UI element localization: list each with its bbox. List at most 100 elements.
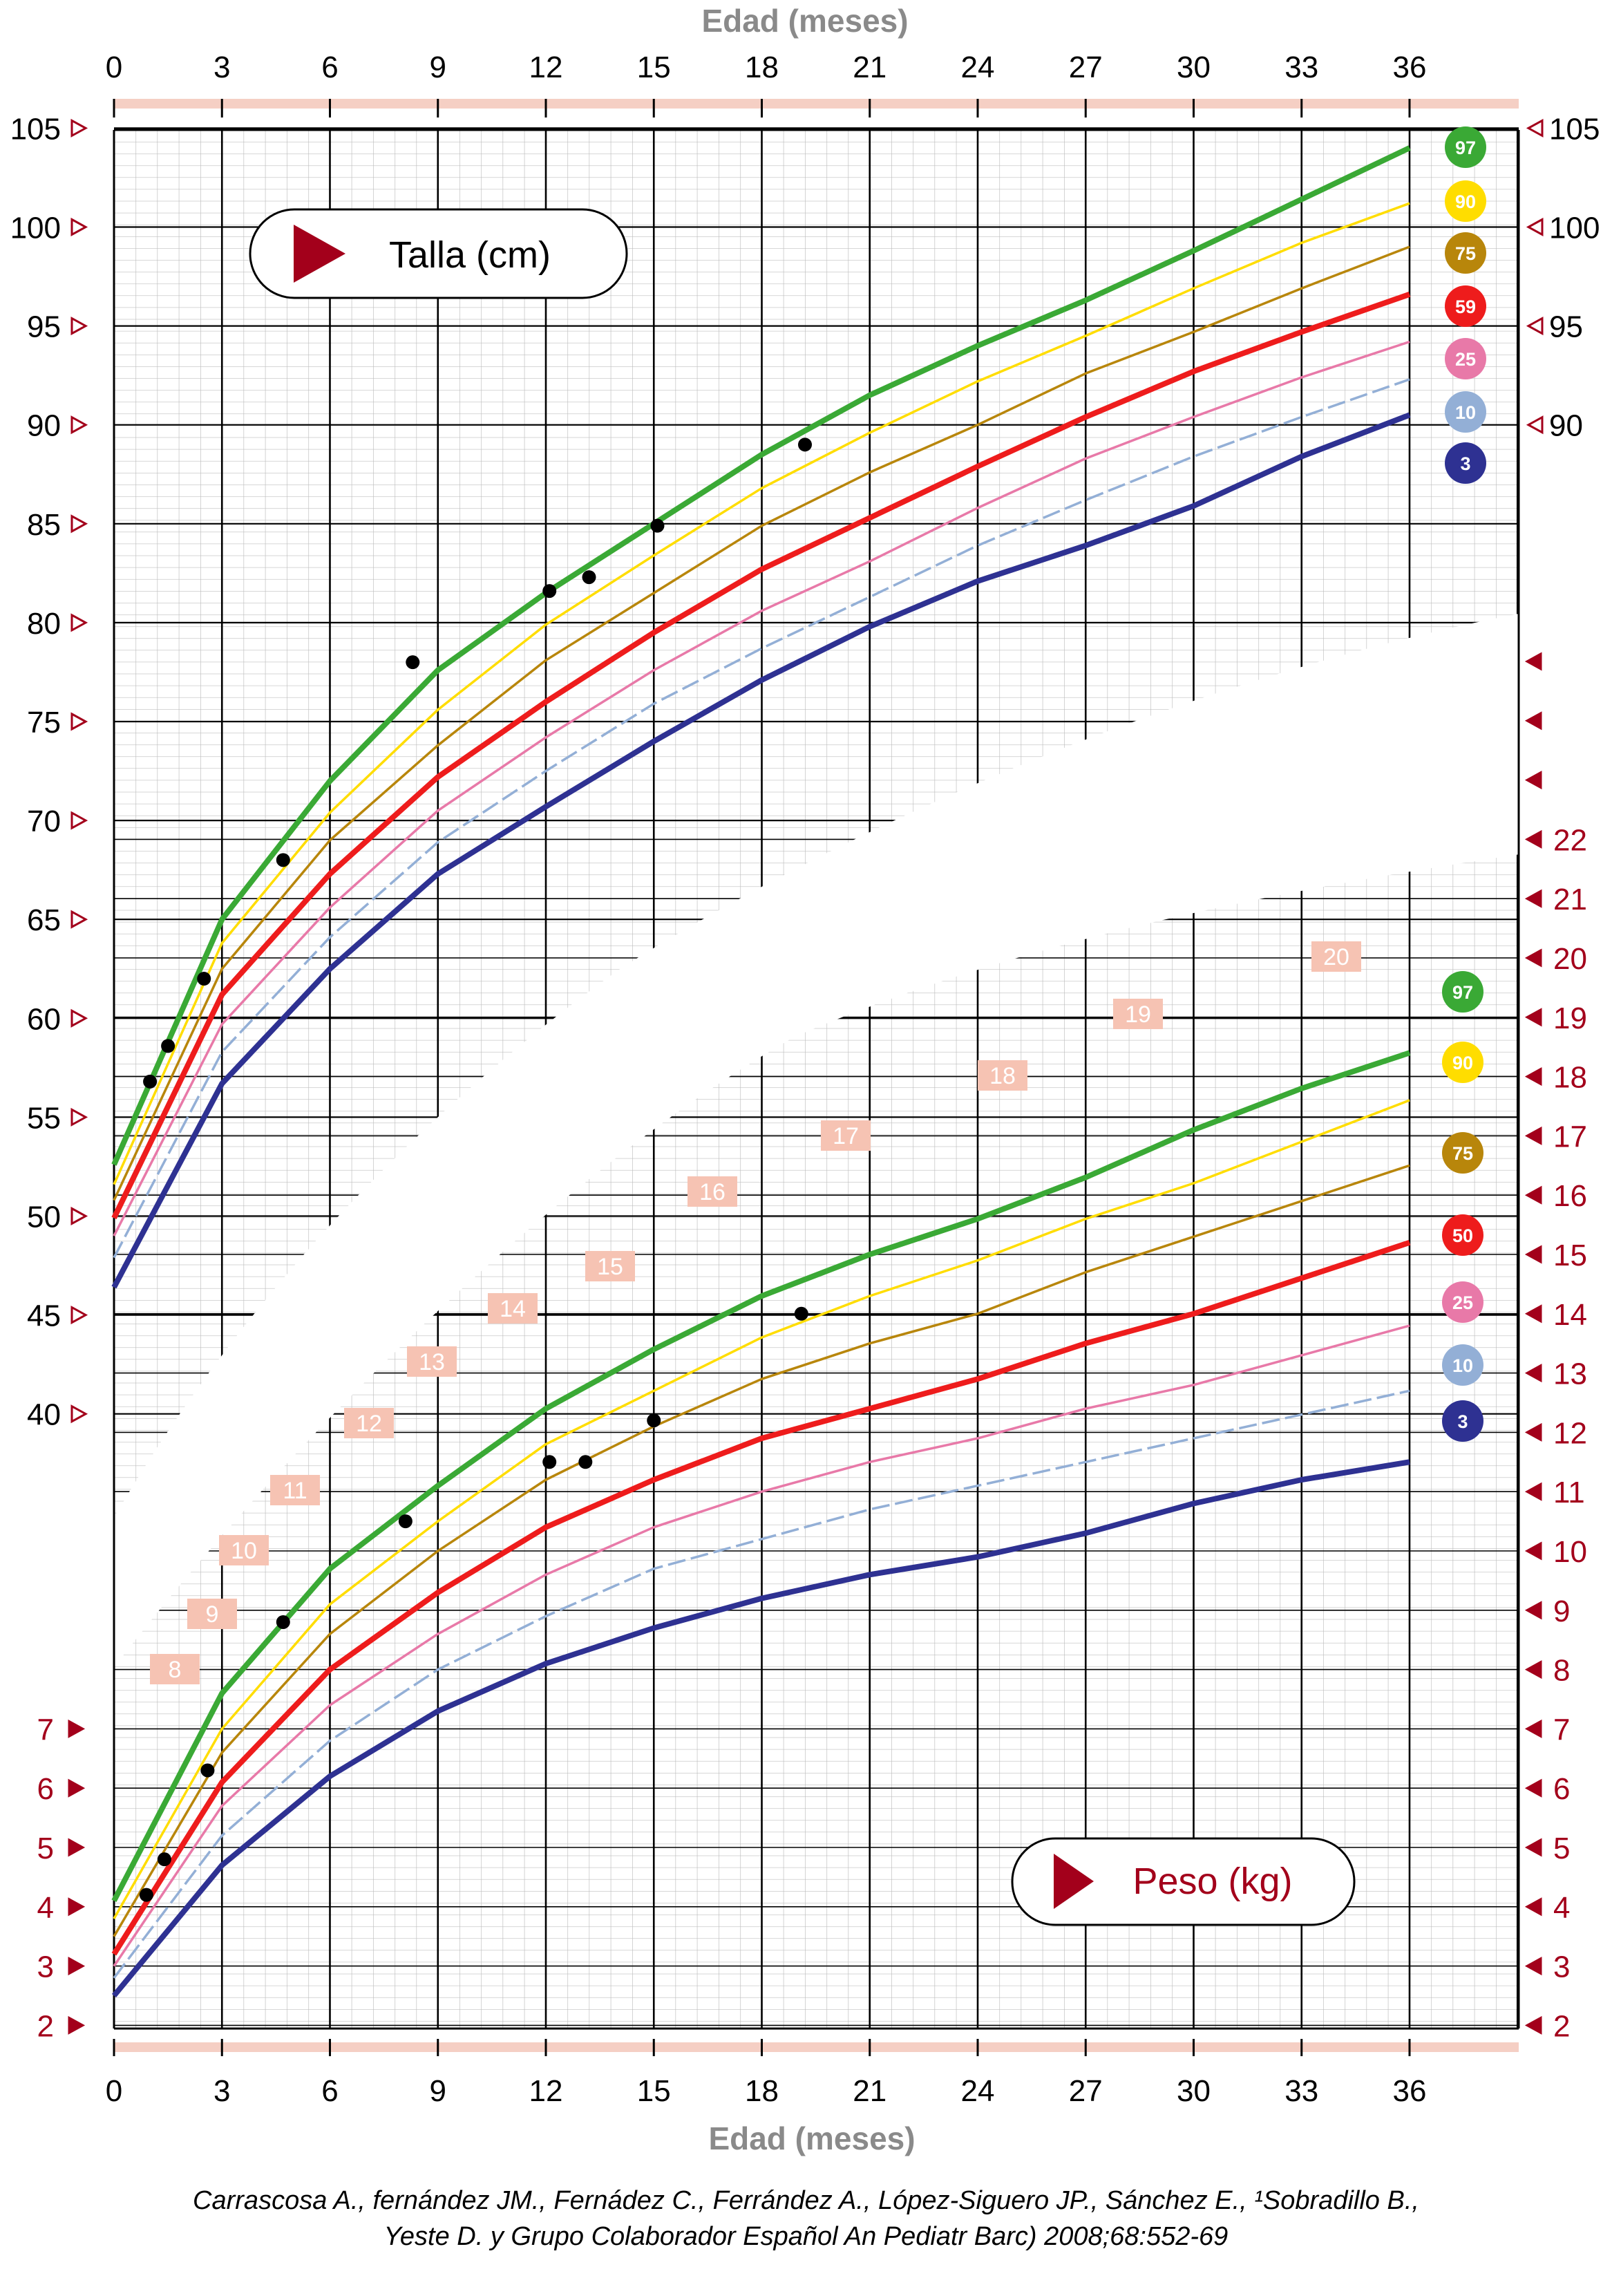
weight-tick-label-right: 16 <box>1553 1179 1587 1213</box>
height-measurement-point <box>276 853 290 867</box>
height-percentile-badge <box>1445 285 1486 327</box>
x-tick-label-top: 9 <box>430 50 446 84</box>
weight-percentile-badge-label: 10 <box>1452 1355 1473 1376</box>
diagonal-weight-label-box <box>978 1060 1027 1091</box>
height-percentile-badge-label: 25 <box>1455 349 1476 370</box>
weight-tick-label-left: 7 <box>37 1713 54 1747</box>
weight-chart-label: Peso (kg) <box>1132 1861 1292 1902</box>
weight-percentile-badge-label: 50 <box>1452 1225 1473 1246</box>
x-tick-label-bottom: 6 <box>321 2074 338 2108</box>
diagonal-weight-label-box <box>688 1176 737 1207</box>
weight-tick-marker-right <box>1524 1601 1542 1620</box>
height-tick-marker-right <box>1526 217 1544 237</box>
weight-tick-label-right: 15 <box>1553 1239 1587 1272</box>
weight-tick-marker-left <box>68 1957 86 1976</box>
x-tick-label-bottom: 18 <box>745 2074 779 2108</box>
weight-tick-label-right: 18 <box>1553 1061 1587 1095</box>
height-chart-label: Talla (cm) <box>389 234 551 276</box>
height-tick-marker-left <box>70 514 88 534</box>
height-tick-label-left: 100 <box>10 211 61 245</box>
diagonal-weight-label: 9 <box>206 1601 219 1628</box>
height-measurement-point <box>798 437 812 452</box>
fine-grid <box>114 130 1519 2029</box>
height-tick-marker-left <box>70 317 88 336</box>
diagonal-weight-label: 16 <box>699 1179 726 1205</box>
weight-p50-line <box>111 1240 1411 1956</box>
height-p75-line <box>113 245 1410 1201</box>
weight-tick-marker-right-extra <box>1524 771 1542 790</box>
weight-tick-marker-right <box>1524 889 1542 908</box>
height-tick-label-right: 90 <box>1549 409 1583 443</box>
x-tick-label-bottom: 33 <box>1284 2074 1318 2108</box>
weight-tick-marker-right <box>1524 1482 1542 1501</box>
height-measurement-point <box>406 655 420 670</box>
x-tick-label-bottom: 0 <box>106 2074 122 2108</box>
height-tick-label-left: 40 <box>27 1398 61 1432</box>
height-measurement-point <box>197 972 211 986</box>
x-tick-label-bottom: 3 <box>214 2074 230 2108</box>
height-tick-label-right: 100 <box>1549 211 1600 245</box>
height-percentile-badge-label: 3 <box>1460 453 1470 474</box>
height-tick-marker-left <box>70 1306 88 1325</box>
diagonal-weight-label: 10 <box>231 1538 257 1564</box>
weight-percentile-badge <box>1442 1042 1483 1083</box>
height-tick-marker-left <box>70 415 88 435</box>
height-tick-label-left: 105 <box>10 112 61 146</box>
height-percentile-badge <box>1445 180 1486 222</box>
weight-measurement-point <box>647 1413 661 1428</box>
weight-tick-label-right: 9 <box>1553 1594 1570 1628</box>
height-percentile-badge-label: 75 <box>1455 243 1476 264</box>
weight-tick-label-left: 3 <box>37 1950 54 1984</box>
diagonal-weight-label-box <box>407 1346 457 1377</box>
weight-p75-line <box>113 1164 1410 1937</box>
x-tick-label-bottom: 24 <box>961 2074 995 2108</box>
weight-tick-label-right: 17 <box>1553 1120 1587 1154</box>
x-tick-label-top: 36 <box>1393 50 1427 84</box>
weight-tick-label-left: 4 <box>37 1891 54 1925</box>
height-tick-marker-left <box>70 1107 88 1127</box>
x-axis-title-bottom: Edad (meses) <box>708 2120 915 2156</box>
x-tick-label-bottom: 30 <box>1177 2074 1211 2108</box>
weight-tick-label-right: 13 <box>1553 1357 1587 1391</box>
height-tick-label-left: 55 <box>27 1101 61 1135</box>
weight-percentile-badge-label: 3 <box>1457 1411 1468 1432</box>
weight-measurement-point <box>794 1306 808 1321</box>
height-p97-line <box>111 145 1411 1166</box>
height-p25-line <box>113 340 1410 1236</box>
height-tick-label-left: 80 <box>27 607 61 641</box>
weight-tick-marker-left <box>68 1778 86 1798</box>
bottom-axis-bar <box>114 2042 1519 2052</box>
top-axis-bar <box>114 99 1519 109</box>
weight-tick-label-right: 5 <box>1553 1832 1570 1865</box>
height-measurement-point <box>161 1039 176 1053</box>
x-tick-label-top: 3 <box>214 50 230 84</box>
diagonal-weight-label: 13 <box>419 1349 445 1375</box>
diagonal-weight-label: 15 <box>597 1254 623 1280</box>
weight-percentile-badge <box>1442 971 1483 1013</box>
weight-tick-marker-left <box>68 1838 86 1857</box>
diagonal-weight-label: 11 <box>283 1478 307 1504</box>
weight-measurement-point <box>157 1852 171 1867</box>
weight-percentile-badge <box>1442 1281 1483 1323</box>
weight-percentile-badge <box>1442 1214 1483 1256</box>
diagonal-weight-label-box <box>585 1251 635 1281</box>
diagonal-weight-label: 12 <box>356 1411 382 1437</box>
weight-measurement-point <box>578 1455 593 1469</box>
height-tick-label-right: 95 <box>1549 310 1583 344</box>
diagonal-weight-label-box <box>1311 941 1361 972</box>
height-chart-label-box <box>249 208 628 299</box>
weight-tick-label-right: 11 <box>1553 1476 1585 1509</box>
weight-tick-marker-left <box>68 1719 86 1738</box>
diagonal-weight-label-box <box>821 1120 871 1151</box>
citation-line-2: Yeste D. y Grupo Colaborador Español An … <box>383 2222 1229 2251</box>
height-tick-label-left: 85 <box>27 508 61 542</box>
height-measurement-point <box>582 570 596 585</box>
x-tick-label-top: 30 <box>1177 50 1211 84</box>
diagonal-weight-label: 14 <box>500 1296 526 1322</box>
diagonal-weight-label: 20 <box>1323 944 1349 970</box>
weight-tick-marker-right-extra <box>1524 711 1542 731</box>
height-tick-label-left: 45 <box>27 1299 61 1333</box>
height-tick-marker-left <box>70 1206 88 1226</box>
height-percentile-badge <box>1445 126 1486 168</box>
